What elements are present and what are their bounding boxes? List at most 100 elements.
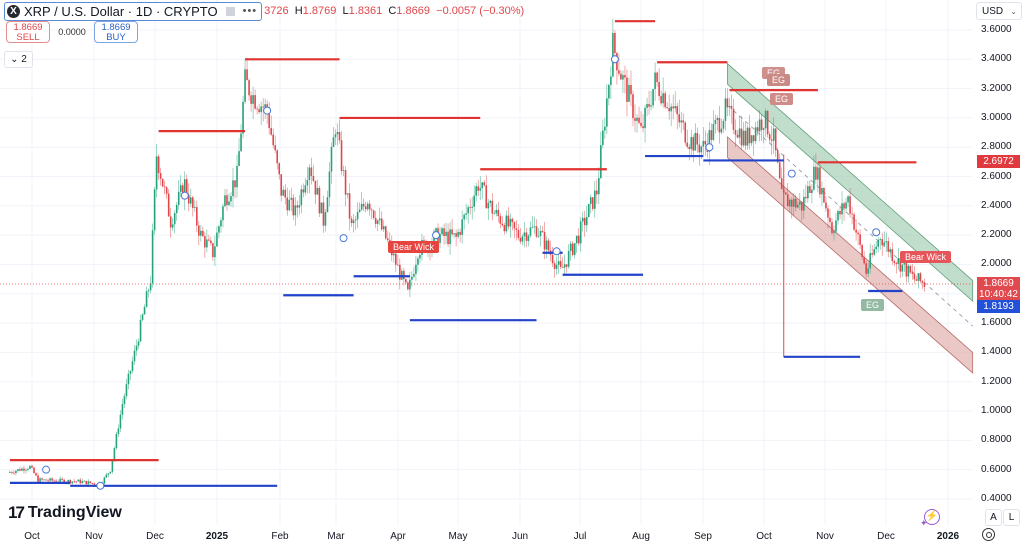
candle-body <box>776 150 779 163</box>
candle-body <box>893 261 896 263</box>
candle-body <box>748 127 751 144</box>
candle-body <box>300 189 303 206</box>
candle-body <box>445 231 447 236</box>
candle-body <box>577 235 580 244</box>
sell-button[interactable]: 1.8669 SELL <box>6 21 50 43</box>
price-axis-label: 0.8000 <box>981 434 1012 446</box>
ohlc-high: 1.8769 <box>302 5 337 17</box>
candle-body <box>797 204 799 208</box>
eg-label: EG <box>861 299 885 311</box>
xrp-logo-icon: X <box>7 4 20 18</box>
candle-body <box>149 283 152 291</box>
candle-body <box>503 225 506 232</box>
indicators-toggle-button[interactable]: ⌄ 2 <box>4 51 33 68</box>
candle-body <box>513 222 516 229</box>
candle-body <box>680 120 683 123</box>
candle-body <box>61 478 63 480</box>
candle-body <box>435 228 437 232</box>
chart-legend: X XRP / U.S. Dollar · 1D · CRYPTO ••• 37… <box>4 1 524 21</box>
candle-body <box>740 128 743 146</box>
candle-body <box>187 194 190 204</box>
candle-body <box>541 230 544 233</box>
candle-body <box>487 202 490 209</box>
candle-body <box>89 481 92 484</box>
candle-body <box>795 198 797 208</box>
candle-body <box>658 82 660 96</box>
candle-body <box>690 137 693 150</box>
candle-body <box>376 220 379 224</box>
candle-body <box>784 192 787 195</box>
candle-body <box>628 85 630 102</box>
candle-body <box>27 468 29 470</box>
candle-body <box>555 264 558 269</box>
candle-body <box>788 199 791 207</box>
time-axis-label: Nov <box>85 531 103 542</box>
pivot-marker-icon <box>339 234 348 243</box>
price-axis-label: 0.6000 <box>981 463 1012 475</box>
pivot-marker-icon <box>610 55 619 64</box>
candle-body <box>674 106 676 109</box>
candle-body <box>849 196 851 214</box>
candle-body <box>750 135 753 144</box>
candle-body <box>901 264 904 272</box>
candle-body <box>145 291 148 308</box>
auto-scale-button[interactable]: A <box>985 509 1002 526</box>
lightning-icon[interactable]: ⚡ <box>924 509 940 525</box>
time-axis-label: Feb <box>271 531 289 542</box>
candle-body <box>596 190 598 195</box>
candle-body <box>921 281 924 283</box>
candle-body <box>863 256 865 264</box>
settings-gear-icon[interactable] <box>982 528 995 541</box>
symbol-title: XRP / U.S. Dollar · 1D · CRYPTO <box>24 3 218 19</box>
candle-body <box>451 229 453 235</box>
green-channel <box>727 62 974 303</box>
candle-body <box>294 205 297 216</box>
candle-body <box>304 185 307 193</box>
candle-body <box>198 225 200 236</box>
candle-body <box>491 200 494 214</box>
candle-body <box>531 226 534 228</box>
candle-body <box>734 129 737 135</box>
candle-body <box>652 89 654 106</box>
log-scale-button[interactable]: L <box>1003 509 1020 526</box>
time-axis-label: May <box>448 531 468 542</box>
ohlc-open: 3726 <box>264 5 289 17</box>
candle-body <box>913 273 916 280</box>
candle-body <box>463 214 465 220</box>
candle-body <box>585 217 588 226</box>
tradingview-logo[interactable]: 17 TradingView <box>8 503 122 523</box>
candle-body <box>147 290 150 292</box>
candle-body <box>525 232 528 241</box>
candle-body <box>871 253 873 255</box>
pivot-marker-icon <box>180 191 189 200</box>
candle-body <box>778 162 781 179</box>
candle-body <box>167 193 170 217</box>
symbol-selector[interactable]: X XRP / U.S. Dollar · 1D · CRYPTO ••• <box>4 1 263 21</box>
candle-body <box>821 188 823 195</box>
time-axis-label: Dec <box>146 531 164 542</box>
candle-body <box>356 212 359 220</box>
candle-body <box>903 263 906 265</box>
candle-body <box>202 230 204 237</box>
candle-body <box>718 117 721 133</box>
candle-body <box>399 264 401 280</box>
candle-body <box>384 226 387 239</box>
sell-label: SELL <box>16 32 40 43</box>
candle-body <box>290 197 293 200</box>
buy-button[interactable]: 1.8669 BUY <box>94 21 138 43</box>
candle-body <box>656 72 658 83</box>
candle-body <box>196 207 198 226</box>
more-options-icon[interactable]: ••• <box>242 5 258 17</box>
candle-body <box>382 226 385 230</box>
candle-body <box>55 480 57 482</box>
currency-selector[interactable]: USD ⌄ <box>976 2 1022 20</box>
candle-body <box>63 479 65 483</box>
candle-body <box>841 203 843 215</box>
candle-body <box>278 163 281 175</box>
candle-body <box>131 361 134 371</box>
flag-icon[interactable] <box>225 6 235 16</box>
candle-body <box>260 106 262 113</box>
candle-body <box>310 167 313 176</box>
pivot-marker-icon <box>42 465 51 474</box>
